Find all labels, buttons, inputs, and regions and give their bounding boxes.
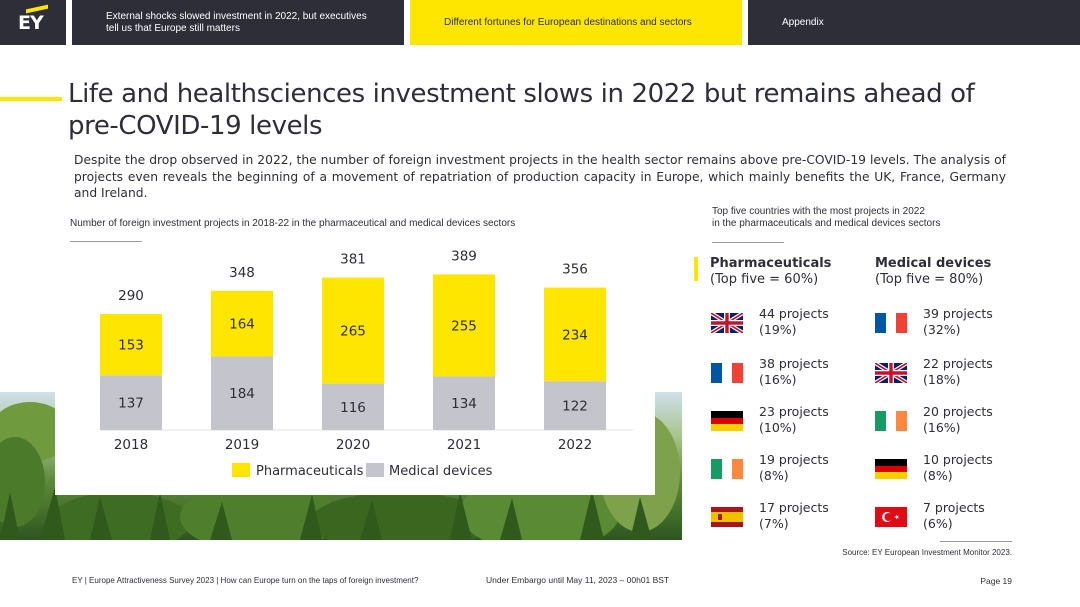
label-total-2021: 389	[451, 250, 477, 264]
tab-label: External shocks slowed investment in 202…	[106, 10, 367, 34]
medical-column-header: Medical devices (Top five = 80%)	[875, 256, 992, 287]
france-flag-icon	[875, 313, 907, 333]
top-navigation: EY External shocks slowed investment in …	[0, 0, 1080, 45]
medical-country-stat: 20 projects (16%)	[923, 404, 993, 435]
bar-medical-2022	[544, 381, 606, 430]
label-total-2018: 290	[118, 288, 144, 304]
label-medical-2020: 116	[340, 400, 366, 416]
logo-text: EY	[18, 12, 44, 34]
label-pharma-2018: 153	[118, 338, 144, 354]
ireland-flag-icon	[875, 411, 907, 431]
legend-swatch-medical-devices	[366, 463, 384, 477]
right-panel-accent-bar	[694, 257, 698, 281]
x-tick-2018: 2018	[114, 437, 148, 453]
stacked-bar-chart: 137 153 290 2018 184 164 348 2019 116 265 381 2020 1…	[100, 250, 633, 479]
bar-pharma-2018	[100, 314, 162, 376]
pharma-country-row: 23 projects (10%)	[711, 404, 871, 438]
pharma-column-header: Pharmaceuticals (Top five = 60%)	[710, 256, 832, 287]
tab-label: Different fortunes for European destinat…	[444, 16, 692, 28]
right-panel-caption: Top five countries with the most project…	[712, 206, 941, 229]
bar-medical-2020	[322, 383, 384, 430]
pharma-country-stat: 19 projects (8%)	[759, 452, 829, 483]
medical-country-stat: 10 projects (8%)	[923, 452, 993, 483]
chart-title: Number of foreign investment projects in…	[70, 218, 516, 229]
intro-paragraph: Despite the drop observed in 2022, the n…	[74, 153, 1006, 200]
medical-country-row: 22 projects (18%)	[875, 356, 1035, 390]
germany-flag-icon	[875, 459, 907, 479]
france-flag-icon	[711, 363, 743, 383]
label-pharma-2020: 265	[340, 324, 366, 340]
bar-pharma-2022	[544, 287, 606, 382]
label-medical-2019: 184	[229, 386, 255, 402]
label-medical-2018: 137	[118, 396, 144, 412]
medical-country-stat: 7 projects (6%)	[923, 500, 985, 531]
source-divider	[940, 541, 1012, 542]
source-note: Source: EY European Investment Monitor 2…	[842, 548, 1012, 557]
pharma-country-row: 19 projects (8%)	[711, 452, 871, 486]
title-accent-bar	[0, 97, 62, 101]
label-pharma-2019: 164	[229, 317, 255, 333]
bar-pharma-2021	[433, 274, 495, 377]
x-tick-2019: 2019	[225, 437, 259, 453]
uk-flag-icon	[875, 363, 907, 383]
bar-medical-2019	[211, 356, 273, 430]
page-title: Life and healthsciences investment slows…	[68, 79, 975, 141]
legend-swatch-pharmaceuticals	[232, 463, 250, 477]
pharma-country-row: 38 projects (16%)	[711, 356, 871, 390]
turkey-flag-icon	[875, 507, 907, 527]
bar-medical-2021	[433, 376, 495, 430]
caption-divider	[70, 241, 142, 242]
medical-country-row: 7 projects (6%)	[875, 500, 1035, 534]
tab-label: Appendix	[782, 16, 824, 28]
x-tick-2021: 2021	[447, 437, 481, 453]
label-pharma-2021: 255	[451, 318, 477, 334]
medical-country-row: 10 projects (8%)	[875, 452, 1035, 486]
label-total-2022: 356	[562, 262, 588, 278]
bar-medical-2018	[100, 375, 162, 430]
legend-label-medical-devices: Medical devices	[389, 464, 493, 479]
tab-appendix[interactable]: Appendix	[748, 0, 1080, 45]
germany-flag-icon	[711, 411, 743, 431]
footer-embargo: Under Embargo until May 11, 2023 – 00h01…	[486, 575, 670, 585]
medical-country-stat: 22 projects (18%)	[923, 356, 993, 387]
page-number: Page 19	[980, 576, 1012, 586]
uk-flag-icon	[711, 313, 743, 333]
ey-logo[interactable]: EY	[0, 0, 66, 45]
pharma-country-row: 44 projects (19%)	[711, 306, 871, 340]
tab-different-fortunes[interactable]: Different fortunes for European destinat…	[410, 0, 742, 45]
tab-external-shocks[interactable]: External shocks slowed investment in 202…	[72, 0, 404, 45]
bar-pharma-2020	[322, 277, 384, 384]
label-total-2019: 348	[229, 265, 255, 281]
label-pharma-2022: 234	[562, 327, 588, 343]
footer-publication: EY | Europe Attractiveness Survey 2023 |…	[72, 576, 419, 585]
spain-flag-icon	[711, 507, 743, 527]
legend-label-pharmaceuticals: Pharmaceuticals	[256, 464, 364, 479]
pharma-country-row: 17 projects (7%)	[711, 500, 871, 534]
label-medical-2021: 134	[451, 396, 477, 412]
pharma-country-stat: 38 projects (16%)	[759, 356, 829, 387]
medical-country-row: 20 projects (16%)	[875, 404, 1035, 438]
x-tick-2022: 2022	[558, 437, 592, 453]
pharma-country-stat: 23 projects (10%)	[759, 404, 829, 435]
bar-pharma-2019	[211, 290, 273, 357]
right-caption-divider	[712, 242, 784, 243]
label-total-2020: 381	[340, 252, 366, 268]
label-medical-2022: 122	[562, 399, 588, 415]
medical-country-stat: 39 projects (32%)	[923, 306, 993, 337]
pharma-country-stat: 17 projects (7%)	[759, 500, 829, 531]
ireland-flag-icon	[711, 459, 743, 479]
pharma-country-stat: 44 projects (19%)	[759, 306, 829, 337]
medical-country-row: 39 projects (32%)	[875, 306, 1035, 340]
x-tick-2020: 2020	[336, 437, 370, 453]
